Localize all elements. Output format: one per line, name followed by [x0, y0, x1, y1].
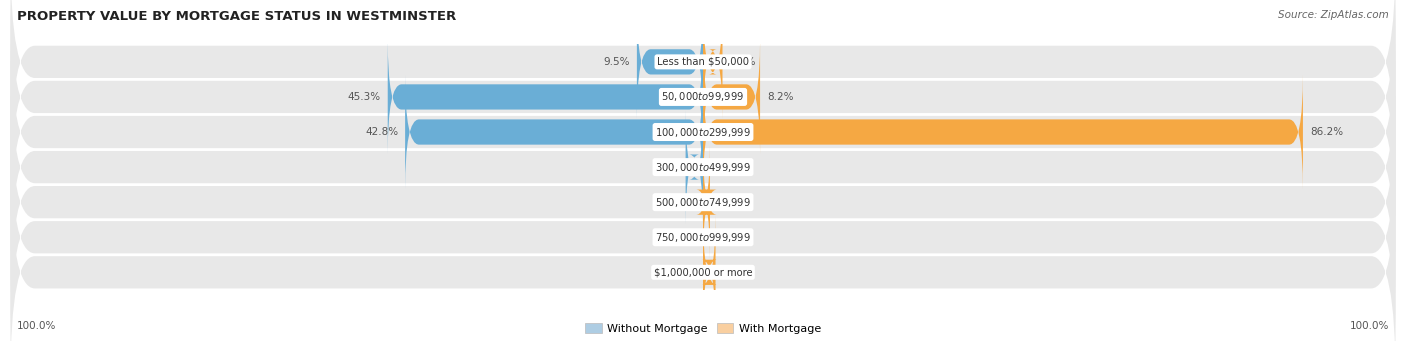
FancyBboxPatch shape: [10, 60, 1396, 274]
FancyBboxPatch shape: [405, 74, 703, 190]
Text: $300,000 to $499,999: $300,000 to $499,999: [655, 161, 751, 174]
FancyBboxPatch shape: [10, 0, 1396, 204]
Text: 86.2%: 86.2%: [1310, 127, 1343, 137]
Text: 0.0%: 0.0%: [710, 162, 737, 172]
Text: $50,000 to $99,999: $50,000 to $99,999: [661, 90, 745, 103]
Text: 2.5%: 2.5%: [652, 162, 679, 172]
Text: 0.0%: 0.0%: [669, 267, 696, 277]
FancyBboxPatch shape: [703, 4, 723, 119]
FancyBboxPatch shape: [637, 4, 703, 119]
Text: Less than $50,000: Less than $50,000: [657, 57, 749, 67]
Text: PROPERTY VALUE BY MORTGAGE STATUS IN WESTMINSTER: PROPERTY VALUE BY MORTGAGE STATUS IN WES…: [17, 10, 456, 23]
Text: $100,000 to $299,999: $100,000 to $299,999: [655, 125, 751, 138]
Text: 42.8%: 42.8%: [366, 127, 398, 137]
Text: $500,000 to $749,999: $500,000 to $749,999: [655, 196, 751, 209]
Text: 0.0%: 0.0%: [669, 232, 696, 242]
Text: 8.2%: 8.2%: [768, 92, 793, 102]
FancyBboxPatch shape: [10, 25, 1396, 239]
FancyBboxPatch shape: [703, 40, 761, 154]
Legend: Without Mortgage, With Mortgage: Without Mortgage, With Mortgage: [581, 319, 825, 338]
FancyBboxPatch shape: [10, 166, 1396, 341]
FancyBboxPatch shape: [686, 109, 703, 225]
Text: 100.0%: 100.0%: [17, 321, 56, 331]
Text: $750,000 to $999,999: $750,000 to $999,999: [655, 231, 751, 244]
FancyBboxPatch shape: [703, 74, 1303, 190]
FancyBboxPatch shape: [10, 95, 1396, 309]
Text: Source: ZipAtlas.com: Source: ZipAtlas.com: [1278, 10, 1389, 20]
FancyBboxPatch shape: [10, 0, 1396, 168]
Text: 100.0%: 100.0%: [1350, 321, 1389, 331]
FancyBboxPatch shape: [10, 131, 1396, 341]
FancyBboxPatch shape: [388, 40, 703, 154]
Text: 9.5%: 9.5%: [603, 57, 630, 67]
Text: 1.8%: 1.8%: [723, 267, 749, 277]
Text: 2.8%: 2.8%: [730, 57, 756, 67]
Text: $1,000,000 or more: $1,000,000 or more: [654, 267, 752, 277]
FancyBboxPatch shape: [696, 145, 717, 260]
Text: 0.0%: 0.0%: [710, 232, 737, 242]
Text: 0.0%: 0.0%: [669, 197, 696, 207]
FancyBboxPatch shape: [702, 215, 717, 330]
Text: 45.3%: 45.3%: [347, 92, 381, 102]
Text: 1.0%: 1.0%: [717, 197, 744, 207]
